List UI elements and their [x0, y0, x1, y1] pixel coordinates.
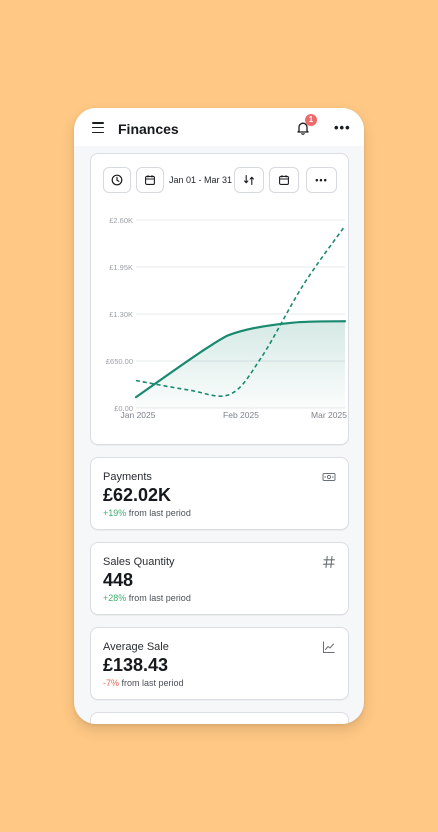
stat-card-payments[interactable]: Payments £62.02K +19% from last period: [90, 457, 349, 530]
line-chart: £0.00 £650.00 £1.30K £1.95K £2.60K Jan 2025 F…: [106, 216, 347, 420]
y-tick-label: £1.30K: [109, 310, 133, 319]
notification-badge: 1: [305, 114, 317, 126]
history-button[interactable]: [103, 167, 131, 193]
compare-icon: [244, 174, 254, 186]
chart-card: Jan 01 - Mar 31 ••• £0.00 £6: [90, 153, 349, 445]
compare-button[interactable]: [234, 167, 264, 193]
menu-icon[interactable]: [92, 122, 104, 134]
stat-value: £138.43: [103, 655, 169, 675]
stat-label: Payments: [103, 471, 152, 483]
calendar-icon: [145, 175, 155, 185]
series-line-dashed: [135, 225, 346, 397]
phone-frame: Finances 1 ••• Jan 01 - Mar 31: [74, 108, 364, 724]
stat-delta: +28% from last period: [103, 593, 191, 603]
y-tick-label: £0.00: [114, 404, 133, 413]
stat-label: Average Sale: [103, 641, 169, 653]
series-area: [136, 321, 345, 408]
y-tick-label: £1.95K: [109, 263, 133, 272]
end-date-button[interactable]: [269, 167, 299, 193]
stat-value: £62.02K: [103, 485, 172, 505]
stat-card-average-sale[interactable]: Average Sale £138.43 -7% from last perio…: [90, 627, 349, 700]
clock-icon: [111, 174, 123, 186]
banknote-icon: [322, 473, 336, 481]
stat-value: 448: [103, 570, 134, 590]
chart-line-icon: [323, 641, 335, 653]
app-bar: Finances 1 •••: [74, 108, 364, 146]
stat-card-sales-quantity[interactable]: Sales Quantity 448 +28% from last period: [90, 542, 349, 615]
more-icon: •••: [315, 175, 328, 185]
date-range-label[interactable]: Jan 01 - Mar 31: [169, 175, 233, 185]
more-icon[interactable]: •••: [334, 120, 351, 135]
stat-card-next[interactable]: [90, 712, 349, 724]
stat-delta: -7% from last period: [103, 678, 184, 688]
x-tick-label: Jan 2025: [121, 410, 156, 420]
x-tick-label: Feb 2025: [223, 410, 259, 420]
calendar-icon: [279, 175, 289, 185]
hash-icon: [322, 555, 336, 569]
start-date-button[interactable]: [136, 167, 164, 193]
chart-options-button[interactable]: •••: [306, 167, 337, 193]
stat-label: Sales Quantity: [103, 556, 175, 568]
x-tick-label: Mar 2025: [311, 410, 347, 420]
bell-icon[interactable]: [296, 121, 310, 135]
page-title: Finances: [118, 121, 179, 137]
series-line-solid: [134, 320, 347, 399]
y-tick-label: £650.00: [106, 357, 133, 366]
y-tick-label: £2.60K: [109, 216, 133, 225]
stat-delta: +19% from last period: [103, 508, 191, 518]
